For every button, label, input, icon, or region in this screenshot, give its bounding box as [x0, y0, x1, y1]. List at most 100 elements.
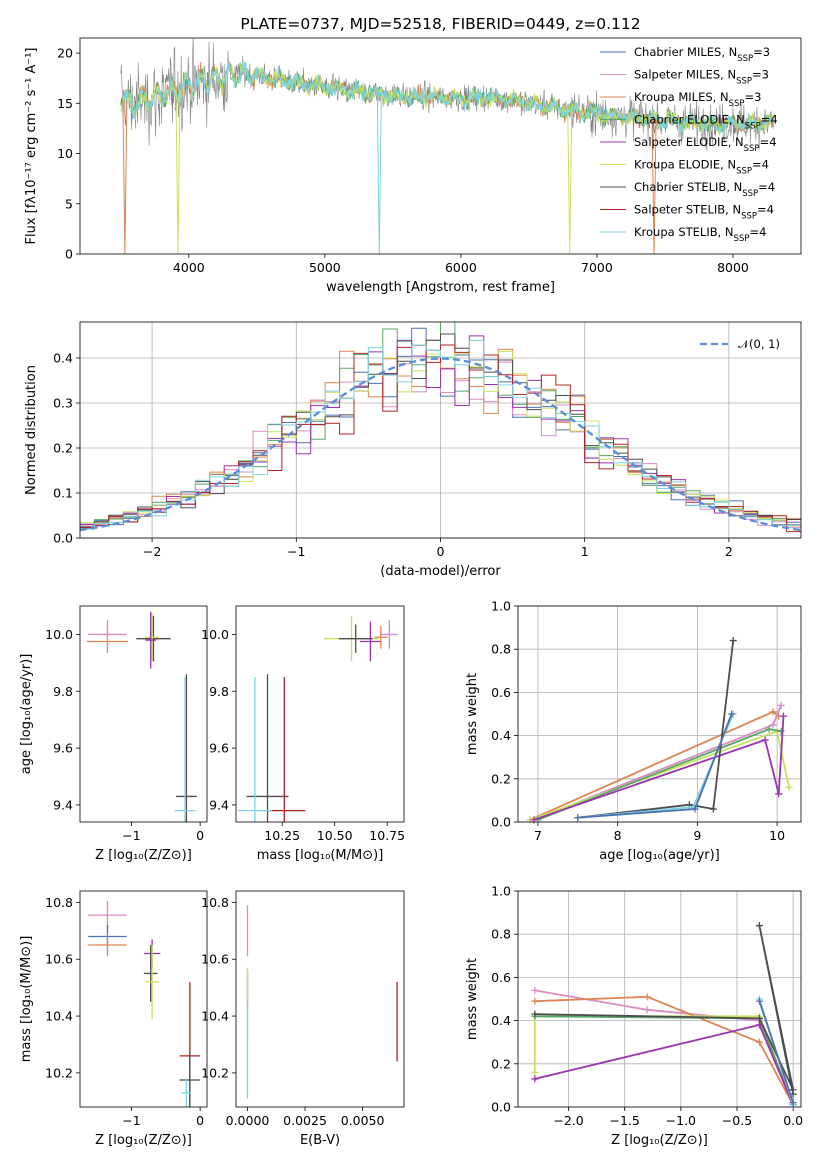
weight-marker [709, 805, 717, 813]
y-tick-label: 10.6 [45, 952, 73, 967]
legend-entry: 𝒩(0, 1) [738, 337, 780, 351]
weight-marker [769, 721, 777, 729]
errorbar-plot [238, 615, 398, 822]
x-tick-label: 0 [196, 1113, 204, 1128]
weight-marker [643, 993, 651, 1001]
x-tick-label: 10 [769, 828, 785, 843]
weight-series [531, 1021, 797, 1109]
weight-marker [691, 805, 699, 813]
y-tick-label: 10.8 [45, 895, 73, 910]
weight-line [533, 716, 785, 821]
weight-marker [729, 637, 737, 645]
weight-marker [755, 1038, 763, 1046]
errorbar-point [238, 677, 272, 822]
y-axis-label: Flux [fλ10⁻¹⁷ erg cm⁻² s⁻¹ A⁻¹] [24, 48, 39, 245]
axes-frame [517, 890, 802, 1108]
spectrum-gap [376, 94, 382, 254]
x-tick-label: 0.0025 [283, 1113, 327, 1128]
x-tick-label: −1.5 [610, 1113, 640, 1128]
y-tick-label: 10 [57, 146, 73, 161]
axes-frame [517, 605, 802, 823]
x-tick-label: 0.0 [783, 1113, 803, 1128]
errorbar-plot [88, 900, 201, 1107]
weight-marker [755, 997, 763, 1005]
y-tick-label: 15 [57, 96, 73, 111]
weight-series [574, 710, 736, 822]
y-tick-label: 0.2 [53, 441, 73, 456]
chart-panel-4: 10.25 10.50 10.75 9.4 9.6 9.8 10.0 mass [log₁₀(… [201, 605, 405, 863]
weight-plot [526, 637, 793, 824]
x-tick-label: −1.0 [666, 1113, 696, 1128]
x-axis-label: (data-model)/error [380, 564, 501, 579]
y-tick-label: 9.6 [209, 741, 229, 756]
chart-panel-8: −2.0 −1.5 −1.0 −0.5 0.0 0.0 0.2 0.4 0.6 0.8 1.0 Z [… [465, 884, 803, 1149]
x-tick-label: −1 [122, 1113, 140, 1128]
legend-entry: Kroupa MILES, NSSP=3 [634, 90, 761, 109]
weight-marker [574, 814, 582, 822]
weight-marker [775, 790, 783, 798]
errorbar-point [338, 624, 373, 653]
weight-marker [769, 708, 777, 716]
x-axis-label: Z [log₁₀(Z/Z⊙)] [95, 1133, 192, 1148]
y-tick-label: 0.4 [491, 728, 511, 743]
weight-series [530, 712, 787, 824]
weight-marker [779, 712, 787, 720]
weight-series [531, 922, 797, 1098]
legend-entry: Salpeter STELIB, NSSP=4 [634, 203, 774, 222]
weight-marker [531, 986, 539, 994]
x-axis-label: mass [log₁₀(M/M⊙)] [257, 848, 384, 863]
errorbar-point [145, 613, 159, 662]
y-tick-label: 9.8 [209, 684, 229, 699]
weight-marker [643, 1006, 651, 1014]
x-tick-label: 9 [693, 828, 701, 843]
y-tick-label: 0.2 [491, 771, 511, 786]
x-tick-label: 4000 [173, 260, 205, 275]
weight-marker [761, 736, 769, 744]
weight-line [533, 1015, 794, 1106]
weight-marker [777, 701, 785, 709]
legend-entry: Kroupa STELIB, NSSP=4 [634, 225, 766, 244]
legend-entry: Salpeter ELODIE, NSSP=4 [634, 135, 777, 154]
axes-frame [79, 890, 208, 1108]
weight-marker [755, 922, 763, 930]
legend-entry: Chabrier STELIB, NSSP=4 [634, 180, 775, 199]
errorbar-point [174, 677, 196, 822]
y-tick-label: 0 [65, 247, 73, 262]
y-tick-label: 10.2 [201, 1065, 229, 1080]
errorbar-point [88, 933, 127, 957]
spectrum-plot [120, 38, 775, 254]
weight-line [758, 1000, 794, 1103]
x-tick-label: 7000 [581, 260, 613, 275]
y-axis-label: age [log₁₀(age/yr)] [19, 654, 34, 775]
legend: 𝒩(0, 1) [700, 337, 780, 351]
y-tick-label: 10.4 [201, 1009, 229, 1024]
y-tick-label: 0.1 [53, 486, 73, 501]
weight-marker [785, 783, 793, 791]
y-tick-label: 1.0 [491, 599, 511, 614]
chart-title: PLATE=0737, MJD=52518, FIBERID=0449, z=0… [240, 15, 640, 33]
axes-frame [79, 37, 802, 255]
errorbar-plot [246, 905, 398, 1099]
weight-line [534, 1023, 794, 1106]
errorbar-point [145, 611, 157, 669]
x-tick-label: 8 [614, 828, 622, 843]
weight-line [534, 1015, 794, 1106]
legend-entry: Chabrier ELODIE, NSSP=4 [634, 113, 778, 132]
x-tick-label: −1 [287, 544, 305, 559]
y-tick-label: 10.0 [201, 627, 229, 642]
errorbar-point [143, 945, 158, 1002]
y-tick-label: 0.4 [491, 1013, 511, 1028]
errorbar-point [181, 1078, 192, 1107]
y-tick-label: 9.4 [209, 797, 229, 812]
y-tick-label: 0.6 [491, 685, 511, 700]
y-tick-label: 10.6 [201, 952, 229, 967]
weight-marker [531, 997, 539, 1005]
normal-reference-curve [80, 357, 801, 532]
y-tick-label: 10.8 [201, 895, 229, 910]
y-tick-label: 10.0 [45, 627, 73, 642]
chart-panel-7: 0.0000 0.0025 0.0050 10.2 10.4 10.6 10.8 E(B-V) [201, 890, 405, 1148]
weight-series [526, 708, 783, 824]
errorbar-point [179, 1051, 201, 1107]
y-tick-label: 0.0 [53, 531, 73, 546]
